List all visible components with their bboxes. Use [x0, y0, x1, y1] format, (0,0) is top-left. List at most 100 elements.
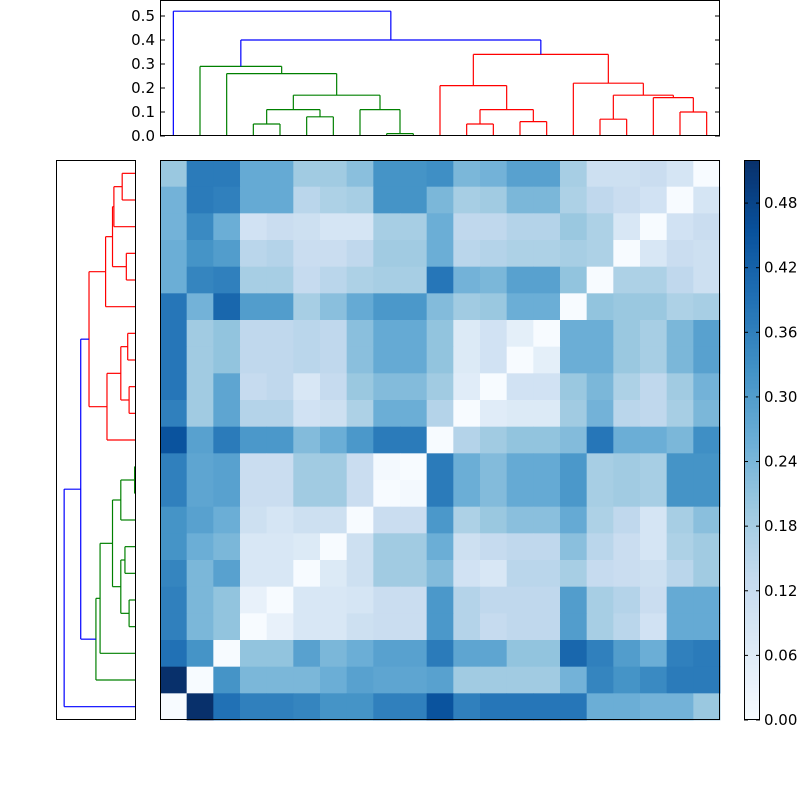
colorbar-segment: [744, 368, 760, 373]
heatmap-cell: [186, 506, 214, 534]
heatmap-cell: [693, 693, 721, 721]
heatmap-cell: [426, 453, 454, 481]
heatmap-cell: [453, 320, 481, 348]
heatmap-cell: [186, 293, 214, 321]
heatmap-cell: [480, 506, 508, 534]
colorbar-segment: [744, 216, 760, 221]
colorbar-segment: [744, 308, 760, 313]
heatmap-cell: [400, 293, 428, 321]
heatmap-cell: [266, 533, 294, 561]
heatmap-cell: [240, 160, 268, 188]
colorbar-segment: [744, 536, 760, 541]
heatmap-cell: [160, 293, 188, 321]
colorbar-segment: [744, 180, 760, 185]
heatmap-cell: [640, 640, 668, 668]
heatmap-cell: [640, 506, 668, 534]
heatmap-cell: [560, 400, 588, 428]
heatmap-cell: [293, 586, 321, 614]
heatmap-cell: [613, 346, 641, 374]
heatmap-cell: [480, 266, 508, 294]
colorbar-segment: [744, 624, 760, 629]
heatmap-cell: [533, 320, 561, 348]
heatmap-cell: [693, 453, 721, 481]
heatmap-cell: [240, 320, 268, 348]
heatmap-cell: [320, 266, 348, 294]
colorbar-segment: [744, 580, 760, 585]
heatmap-cell: [640, 533, 668, 561]
colorbar-segment: [744, 460, 760, 465]
heatmap-cell: [453, 293, 481, 321]
heatmap-cell: [293, 186, 321, 214]
heatmap-cell: [613, 320, 641, 348]
heatmap-cell: [293, 560, 321, 588]
heatmap-cell: [693, 320, 721, 348]
heatmap-cell: [346, 480, 374, 508]
heatmap-cell: [693, 293, 721, 321]
heatmap-cell: [266, 586, 294, 614]
colorbar-segment: [744, 244, 760, 249]
heatmap-cell: [373, 240, 401, 268]
heatmap-cell: [320, 480, 348, 508]
colorbar-tick-label: 0.00: [764, 711, 797, 729]
heatmap-cell: [560, 640, 588, 668]
heatmap-cell: [186, 586, 214, 614]
heatmap-cell: [373, 320, 401, 348]
colorbar-segment: [744, 272, 760, 277]
heatmap-cell: [346, 453, 374, 481]
heatmap-cell: [266, 186, 294, 214]
heatmap-cell: [240, 213, 268, 241]
colorbar-segment: [744, 200, 760, 205]
heatmap-cell: [640, 426, 668, 454]
heatmap-cell: [213, 560, 241, 588]
heatmap-cell: [213, 640, 241, 668]
heatmap-cell: [213, 533, 241, 561]
heatmap-cell: [240, 613, 268, 641]
colorbar-segment: [744, 204, 760, 209]
colorbar-segment: [744, 344, 760, 349]
heatmap-cell: [586, 613, 614, 641]
colorbar-segment: [744, 560, 760, 565]
heatmap-cell: [346, 586, 374, 614]
heatmap-cell: [186, 693, 214, 721]
heatmap-cell: [186, 640, 214, 668]
heatmap-cell: [266, 213, 294, 241]
y-tick-label: 0.4: [131, 31, 155, 49]
top-dendrogram-y-axis: 0.0 0.1 0.2 0.3 0.4 0.5: [131, 7, 720, 145]
heatmap-cell: [346, 693, 374, 721]
colorbar-segment: [744, 664, 760, 669]
heatmap-cell: [160, 426, 188, 454]
heatmap-cell: [160, 613, 188, 641]
heatmap-cell: [426, 186, 454, 214]
heatmap-cell: [160, 693, 188, 721]
heatmap-cell: [506, 453, 534, 481]
colorbar-segment: [744, 348, 760, 353]
colorbar-segment: [744, 252, 760, 257]
heatmap-cell: [346, 213, 374, 241]
heatmap-cell: [453, 160, 481, 188]
heatmap-cell: [586, 240, 614, 268]
colorbar-segment: [744, 432, 760, 437]
heatmap-cell: [506, 400, 534, 428]
heatmap-cell: [293, 266, 321, 294]
y-tick-label: 0.0: [131, 127, 155, 145]
heatmap-cell: [693, 426, 721, 454]
heatmap-cell: [240, 640, 268, 668]
heatmap-cell: [666, 533, 694, 561]
heatmap-cell: [533, 373, 561, 401]
heatmap-cell: [666, 426, 694, 454]
heatmap-cell: [506, 240, 534, 268]
heatmap-cell: [666, 453, 694, 481]
heatmap-cell: [506, 266, 534, 294]
colorbar-segment: [744, 288, 760, 293]
colorbar-segment: [744, 276, 760, 281]
colorbar-segment: [744, 300, 760, 305]
heatmap-cell: [666, 186, 694, 214]
heatmap-cell: [240, 560, 268, 588]
heatmap-cell: [506, 506, 534, 534]
colorbar-segment: [744, 388, 760, 393]
heatmap-cell: [560, 160, 588, 188]
colorbar-segment: [744, 500, 760, 505]
heatmap-cell: [453, 213, 481, 241]
heatmap-cell: [666, 266, 694, 294]
heatmap-cell: [346, 426, 374, 454]
